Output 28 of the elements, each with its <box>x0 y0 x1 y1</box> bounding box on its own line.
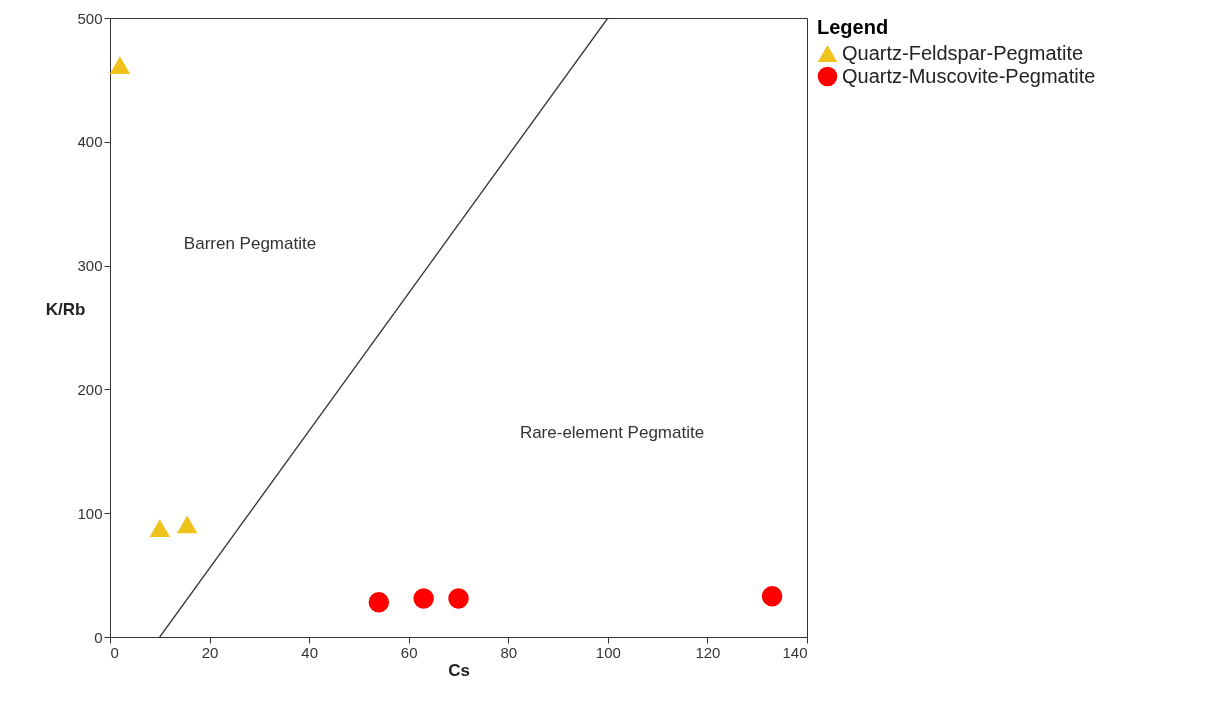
x-axis-title: Cs <box>448 660 470 680</box>
x-tick-label: 140 <box>782 643 808 661</box>
legend-title: Legend <box>817 16 889 38</box>
x-tick-label: 80 <box>500 643 518 661</box>
point <box>109 56 131 74</box>
y-tick-label: 400 <box>77 133 103 151</box>
x-tick-label: 60 <box>400 643 418 661</box>
legend-label: Quartz-Feldspar-Pegmatite <box>842 41 1084 64</box>
point <box>448 588 469 609</box>
point <box>368 592 390 613</box>
x-tick-label: 120 <box>695 643 721 661</box>
y-tick-label: 300 <box>77 257 103 275</box>
x-tick-label: 100 <box>595 643 621 661</box>
point <box>176 515 198 534</box>
annotation: Rare-element Pegmatite <box>519 423 705 442</box>
y-axis-title: K/Rb <box>45 299 86 319</box>
point <box>761 585 783 607</box>
annotation: Barren Pegmatite <box>183 234 317 253</box>
x-tick-label: 20 <box>201 643 219 661</box>
y-tick-label: 500 <box>77 9 103 27</box>
x-tick-label: 0 <box>110 643 119 661</box>
y-tick-label: 0 <box>94 628 103 646</box>
point <box>413 588 434 609</box>
y-tick-label: 200 <box>77 380 103 398</box>
point <box>149 519 171 537</box>
y-tick-label: 100 <box>77 504 103 522</box>
x-tick-label: 40 <box>301 643 318 661</box>
legend-label: Quartz-Muscovite-Pegmatite <box>842 64 1096 87</box>
